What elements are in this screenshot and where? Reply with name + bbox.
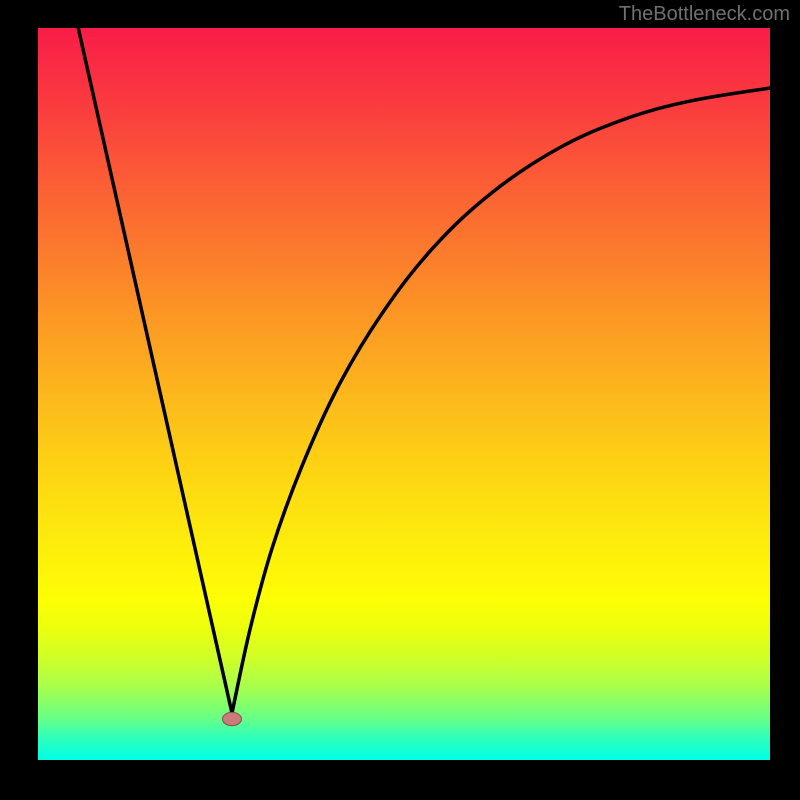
gradient-background <box>38 28 770 760</box>
chart-container: TheBottleneck.com <box>0 0 800 800</box>
chart-area <box>38 28 770 760</box>
vertex-marker <box>222 712 241 725</box>
bottleneck-curve-chart <box>38 28 770 760</box>
watermark-text: TheBottleneck.com <box>619 3 790 26</box>
